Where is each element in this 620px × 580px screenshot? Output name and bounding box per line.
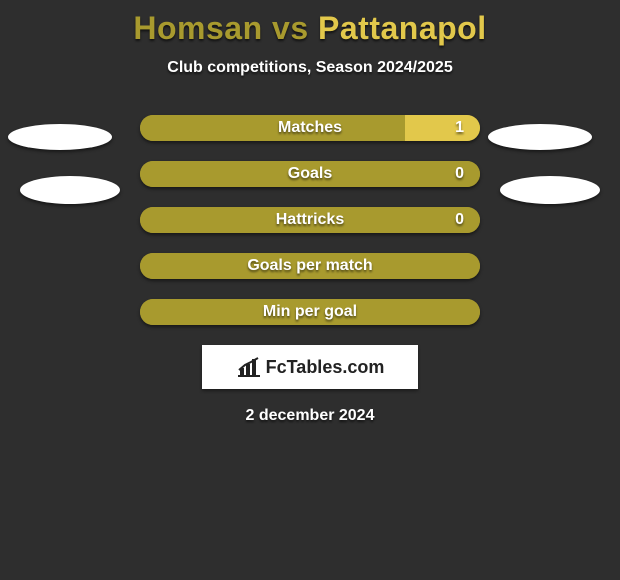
page-title: Homsan vs Pattanapol xyxy=(0,0,620,47)
stat-value-right: 1 xyxy=(455,115,464,141)
comparison-card: Homsan vs Pattanapol Club competitions, … xyxy=(0,0,620,580)
stat-bar-left-fill xyxy=(140,207,480,233)
stat-bar-left-fill xyxy=(140,253,480,279)
stat-bar-left-fill xyxy=(140,161,480,187)
brand-badge: FcTables.com xyxy=(202,345,418,389)
bar-chart-icon xyxy=(236,356,262,378)
stat-value-right: 0 xyxy=(455,161,464,187)
stat-bar-track: Min per goal xyxy=(140,299,480,325)
brand-text: FcTables.com xyxy=(266,357,385,378)
stat-row-goals-per-match: Goals per match xyxy=(0,253,620,279)
title-player2: Pattanapol xyxy=(318,10,487,46)
stat-bar-track: Goals xyxy=(140,161,480,187)
stat-value-right: 0 xyxy=(455,207,464,233)
title-vs: vs xyxy=(263,10,318,46)
subtitle: Club competitions, Season 2024/2025 xyxy=(0,59,620,77)
stat-bar-track: Matches xyxy=(140,115,480,141)
stat-bar-track: Goals per match xyxy=(140,253,480,279)
title-player1: Homsan xyxy=(133,10,262,46)
stat-bar-track: Hattricks xyxy=(140,207,480,233)
stat-row-goals: 0 Goals 0 xyxy=(0,161,620,187)
stat-row-hattricks: 0 Hattricks 0 xyxy=(0,207,620,233)
stat-bar-right-fill xyxy=(405,115,480,141)
stat-bar-left-fill xyxy=(140,299,480,325)
stat-bar-left-fill xyxy=(140,115,405,141)
date-label: 2 december 2024 xyxy=(0,407,620,425)
stat-row-min-per-goal: Min per goal xyxy=(0,299,620,325)
stat-row-matches: 11 Matches 1 xyxy=(0,115,620,141)
